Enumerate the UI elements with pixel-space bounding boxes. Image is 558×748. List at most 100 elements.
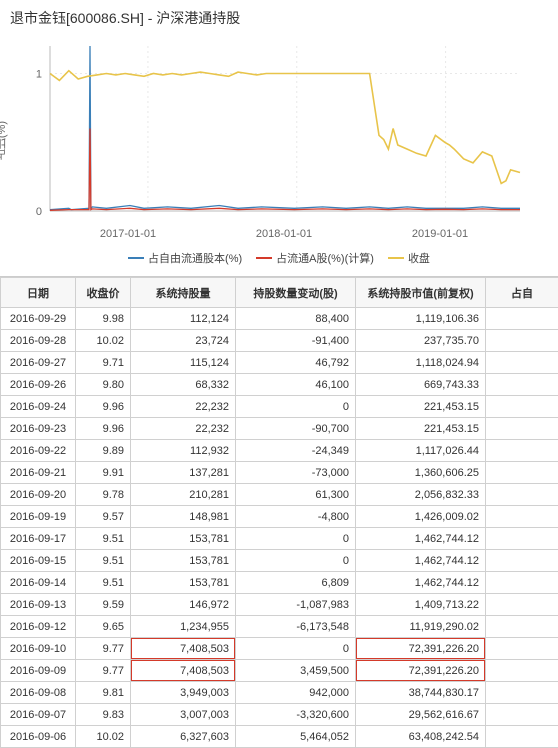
svg-text:1: 1 xyxy=(36,69,42,81)
y-axis-label: 占比(%) xyxy=(0,121,10,160)
cell xyxy=(486,572,558,594)
table-row: 2016-09-099.777,408,5033,459,50072,391,2… xyxy=(1,660,558,682)
cell xyxy=(486,374,558,396)
cell: 2,056,832.33 xyxy=(356,484,486,506)
table-row: 2016-09-229.89112,932-24,3491,117,026.44 xyxy=(1,440,558,462)
cell: 1,117,026.44 xyxy=(356,440,486,462)
cell: 88,400 xyxy=(236,308,356,330)
cell: 5,464,052 xyxy=(236,726,356,748)
cell: 9.51 xyxy=(76,528,131,550)
cell: 29,562,616.67 xyxy=(356,704,486,726)
cell: 1,426,009.02 xyxy=(356,506,486,528)
cell: 7,408,503 xyxy=(131,660,236,682)
table-row: 2016-09-249.9622,2320221,453.15 xyxy=(1,396,558,418)
cell: 1,462,744.12 xyxy=(356,550,486,572)
cell: 2016-09-27 xyxy=(1,352,76,374)
cell: 2016-09-13 xyxy=(1,594,76,616)
cell: -1,087,983 xyxy=(236,594,356,616)
cell: 2016-09-29 xyxy=(1,308,76,330)
table-row: 2016-09-199.57148,981-4,8001,426,009.02 xyxy=(1,506,558,528)
cell: 9.80 xyxy=(76,374,131,396)
col-header: 占自 xyxy=(486,278,558,308)
cell: 9.77 xyxy=(76,638,131,660)
cell: 2016-09-23 xyxy=(1,418,76,440)
cell: 1,462,744.12 xyxy=(356,528,486,550)
cell: 68,332 xyxy=(131,374,236,396)
cell: 669,743.33 xyxy=(356,374,486,396)
cell xyxy=(486,550,558,572)
x-axis-ticks: 2017-01-012018-01-012019-01-01 xyxy=(10,226,548,246)
table-row: 2016-09-149.51153,7816,8091,462,744.12 xyxy=(1,572,558,594)
col-header: 系统持股量 xyxy=(131,278,236,308)
col-header: 持股数量变动(股) xyxy=(236,278,356,308)
cell: 9.78 xyxy=(76,484,131,506)
cell: 9.89 xyxy=(76,440,131,462)
cell xyxy=(486,726,558,748)
cell xyxy=(486,396,558,418)
cell xyxy=(486,418,558,440)
legend-swatch xyxy=(256,257,272,259)
cell: 7,408,503 xyxy=(131,638,236,660)
cell: 3,949,003 xyxy=(131,682,236,704)
holdings-table: 日期收盘价系统持股量持股数量变动(股)系统持股市值(前复权)占自 2016-09… xyxy=(0,277,558,748)
cell: 1,462,744.12 xyxy=(356,572,486,594)
cell: 153,781 xyxy=(131,572,236,594)
cell: 9.83 xyxy=(76,704,131,726)
col-header: 收盘价 xyxy=(76,278,131,308)
cell: 9.71 xyxy=(76,352,131,374)
cell: 2016-09-10 xyxy=(1,638,76,660)
cell xyxy=(486,330,558,352)
cell: 9.96 xyxy=(76,396,131,418)
cell: 153,781 xyxy=(131,528,236,550)
table-row: 2016-09-299.98112,12488,4001,119,106.36 xyxy=(1,308,558,330)
page-title: 退市金钰[600086.SH] - 沪深港通持股 xyxy=(0,0,558,36)
cell: 2016-09-07 xyxy=(1,704,76,726)
cell: 9.98 xyxy=(76,308,131,330)
cell: 2016-09-08 xyxy=(1,682,76,704)
col-header: 系统持股市值(前复权) xyxy=(356,278,486,308)
table-header-row: 日期收盘价系统持股量持股数量变动(股)系统持股市值(前复权)占自 xyxy=(1,278,558,308)
cell: 237,735.70 xyxy=(356,330,486,352)
cell: 2016-09-28 xyxy=(1,330,76,352)
cell: 115,124 xyxy=(131,352,236,374)
cell: 2016-09-09 xyxy=(1,660,76,682)
cell: 153,781 xyxy=(131,550,236,572)
cell: 9.91 xyxy=(76,462,131,484)
legend-label: 占流通A股(%)(计算) xyxy=(276,250,374,266)
cell: 1,360,606.25 xyxy=(356,462,486,484)
cell xyxy=(486,528,558,550)
cell: 10.02 xyxy=(76,726,131,748)
cell: 3,459,500 xyxy=(236,660,356,682)
cell: 9.77 xyxy=(76,660,131,682)
cell xyxy=(486,594,558,616)
cell: 2016-09-15 xyxy=(1,550,76,572)
cell: 148,981 xyxy=(131,506,236,528)
chart-container: 占比(%) 01 2017-01-012018-01-012019-01-01 xyxy=(0,36,558,246)
legend-item: 收盘 xyxy=(388,250,430,266)
cell xyxy=(486,660,558,682)
cell: 112,932 xyxy=(131,440,236,462)
cell: 9.51 xyxy=(76,572,131,594)
col-header: 日期 xyxy=(1,278,76,308)
cell: 9.51 xyxy=(76,550,131,572)
cell: 2016-09-26 xyxy=(1,374,76,396)
cell: 22,232 xyxy=(131,418,236,440)
cell xyxy=(486,308,558,330)
cell: 2016-09-14 xyxy=(1,572,76,594)
cell: 72,391,226.20 xyxy=(356,638,486,660)
cell: 2016-09-24 xyxy=(1,396,76,418)
cell: 2016-09-12 xyxy=(1,616,76,638)
cell: -90,700 xyxy=(236,418,356,440)
cell: 2016-09-06 xyxy=(1,726,76,748)
table-row: 2016-09-109.777,408,503072,391,226.20 xyxy=(1,638,558,660)
cell: -4,800 xyxy=(236,506,356,528)
cell: 6,327,603 xyxy=(131,726,236,748)
cell: 1,119,106.36 xyxy=(356,308,486,330)
cell: 63,408,242.54 xyxy=(356,726,486,748)
x-tick: 2019-01-01 xyxy=(412,228,468,240)
table-row: 2016-09-179.51153,78101,462,744.12 xyxy=(1,528,558,550)
table-row: 2016-09-2810.0223,724-91,400237,735.70 xyxy=(1,330,558,352)
cell: 22,232 xyxy=(131,396,236,418)
cell: 9.57 xyxy=(76,506,131,528)
cell: -24,349 xyxy=(236,440,356,462)
